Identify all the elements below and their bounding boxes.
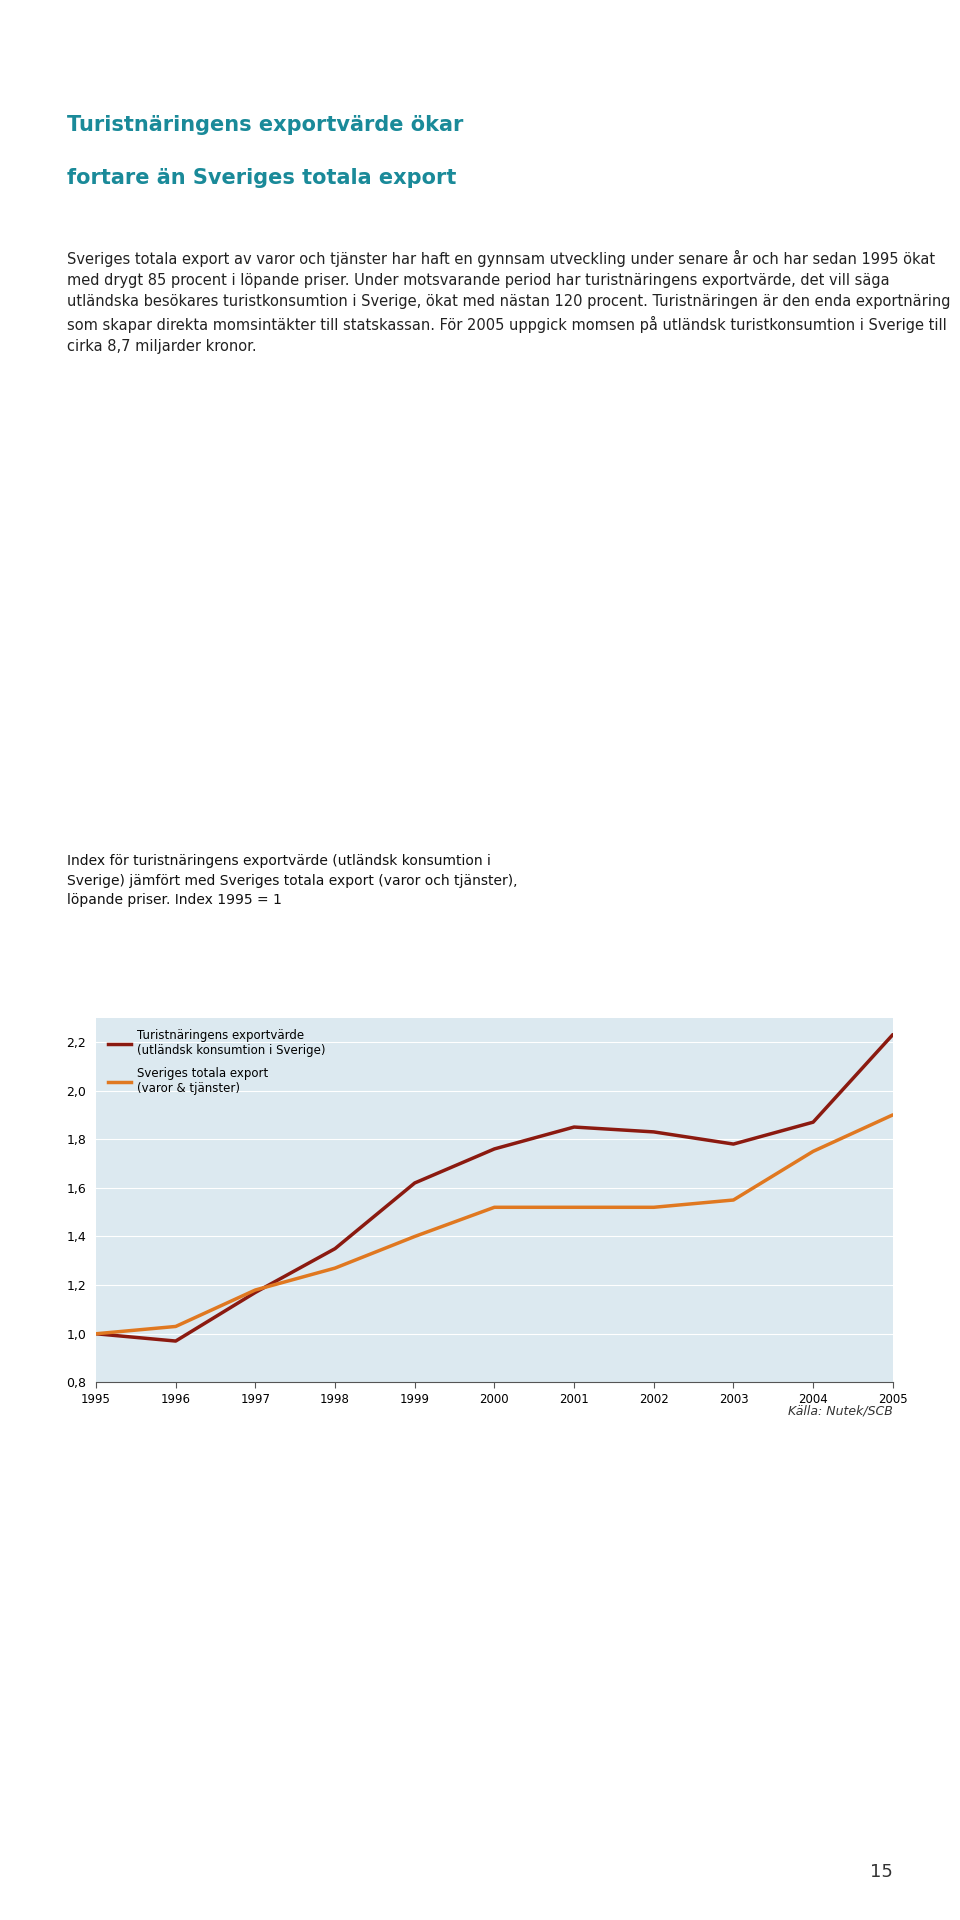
Text: fortare än Sveriges totala export: fortare än Sveriges totala export [67, 167, 457, 188]
Text: Turistnäringens exportvärde ökar: Turistnäringens exportvärde ökar [67, 115, 464, 134]
Text: Index för turistnäringens exportvärde (utländsk konsumtion i
Sverige) jämfört me: Index för turistnäringens exportvärde (u… [67, 854, 517, 908]
Text: Källa: Nutek/SCB: Källa: Nutek/SCB [788, 1405, 893, 1417]
Text: 15: 15 [870, 1862, 893, 1882]
Text: Sveriges totala export av varor och tjänster har haft en gynnsam utveckling unde: Sveriges totala export av varor och tjän… [67, 250, 950, 353]
Text: TURISTNÄRINGENS EKONOMI: TURISTNÄRINGENS EKONOMI [728, 36, 931, 50]
Legend: Turistnäringens exportvärde
(utländsk konsumtion i Sverige), Sveriges totala exp: Turistnäringens exportvärde (utländsk ko… [102, 1023, 332, 1100]
